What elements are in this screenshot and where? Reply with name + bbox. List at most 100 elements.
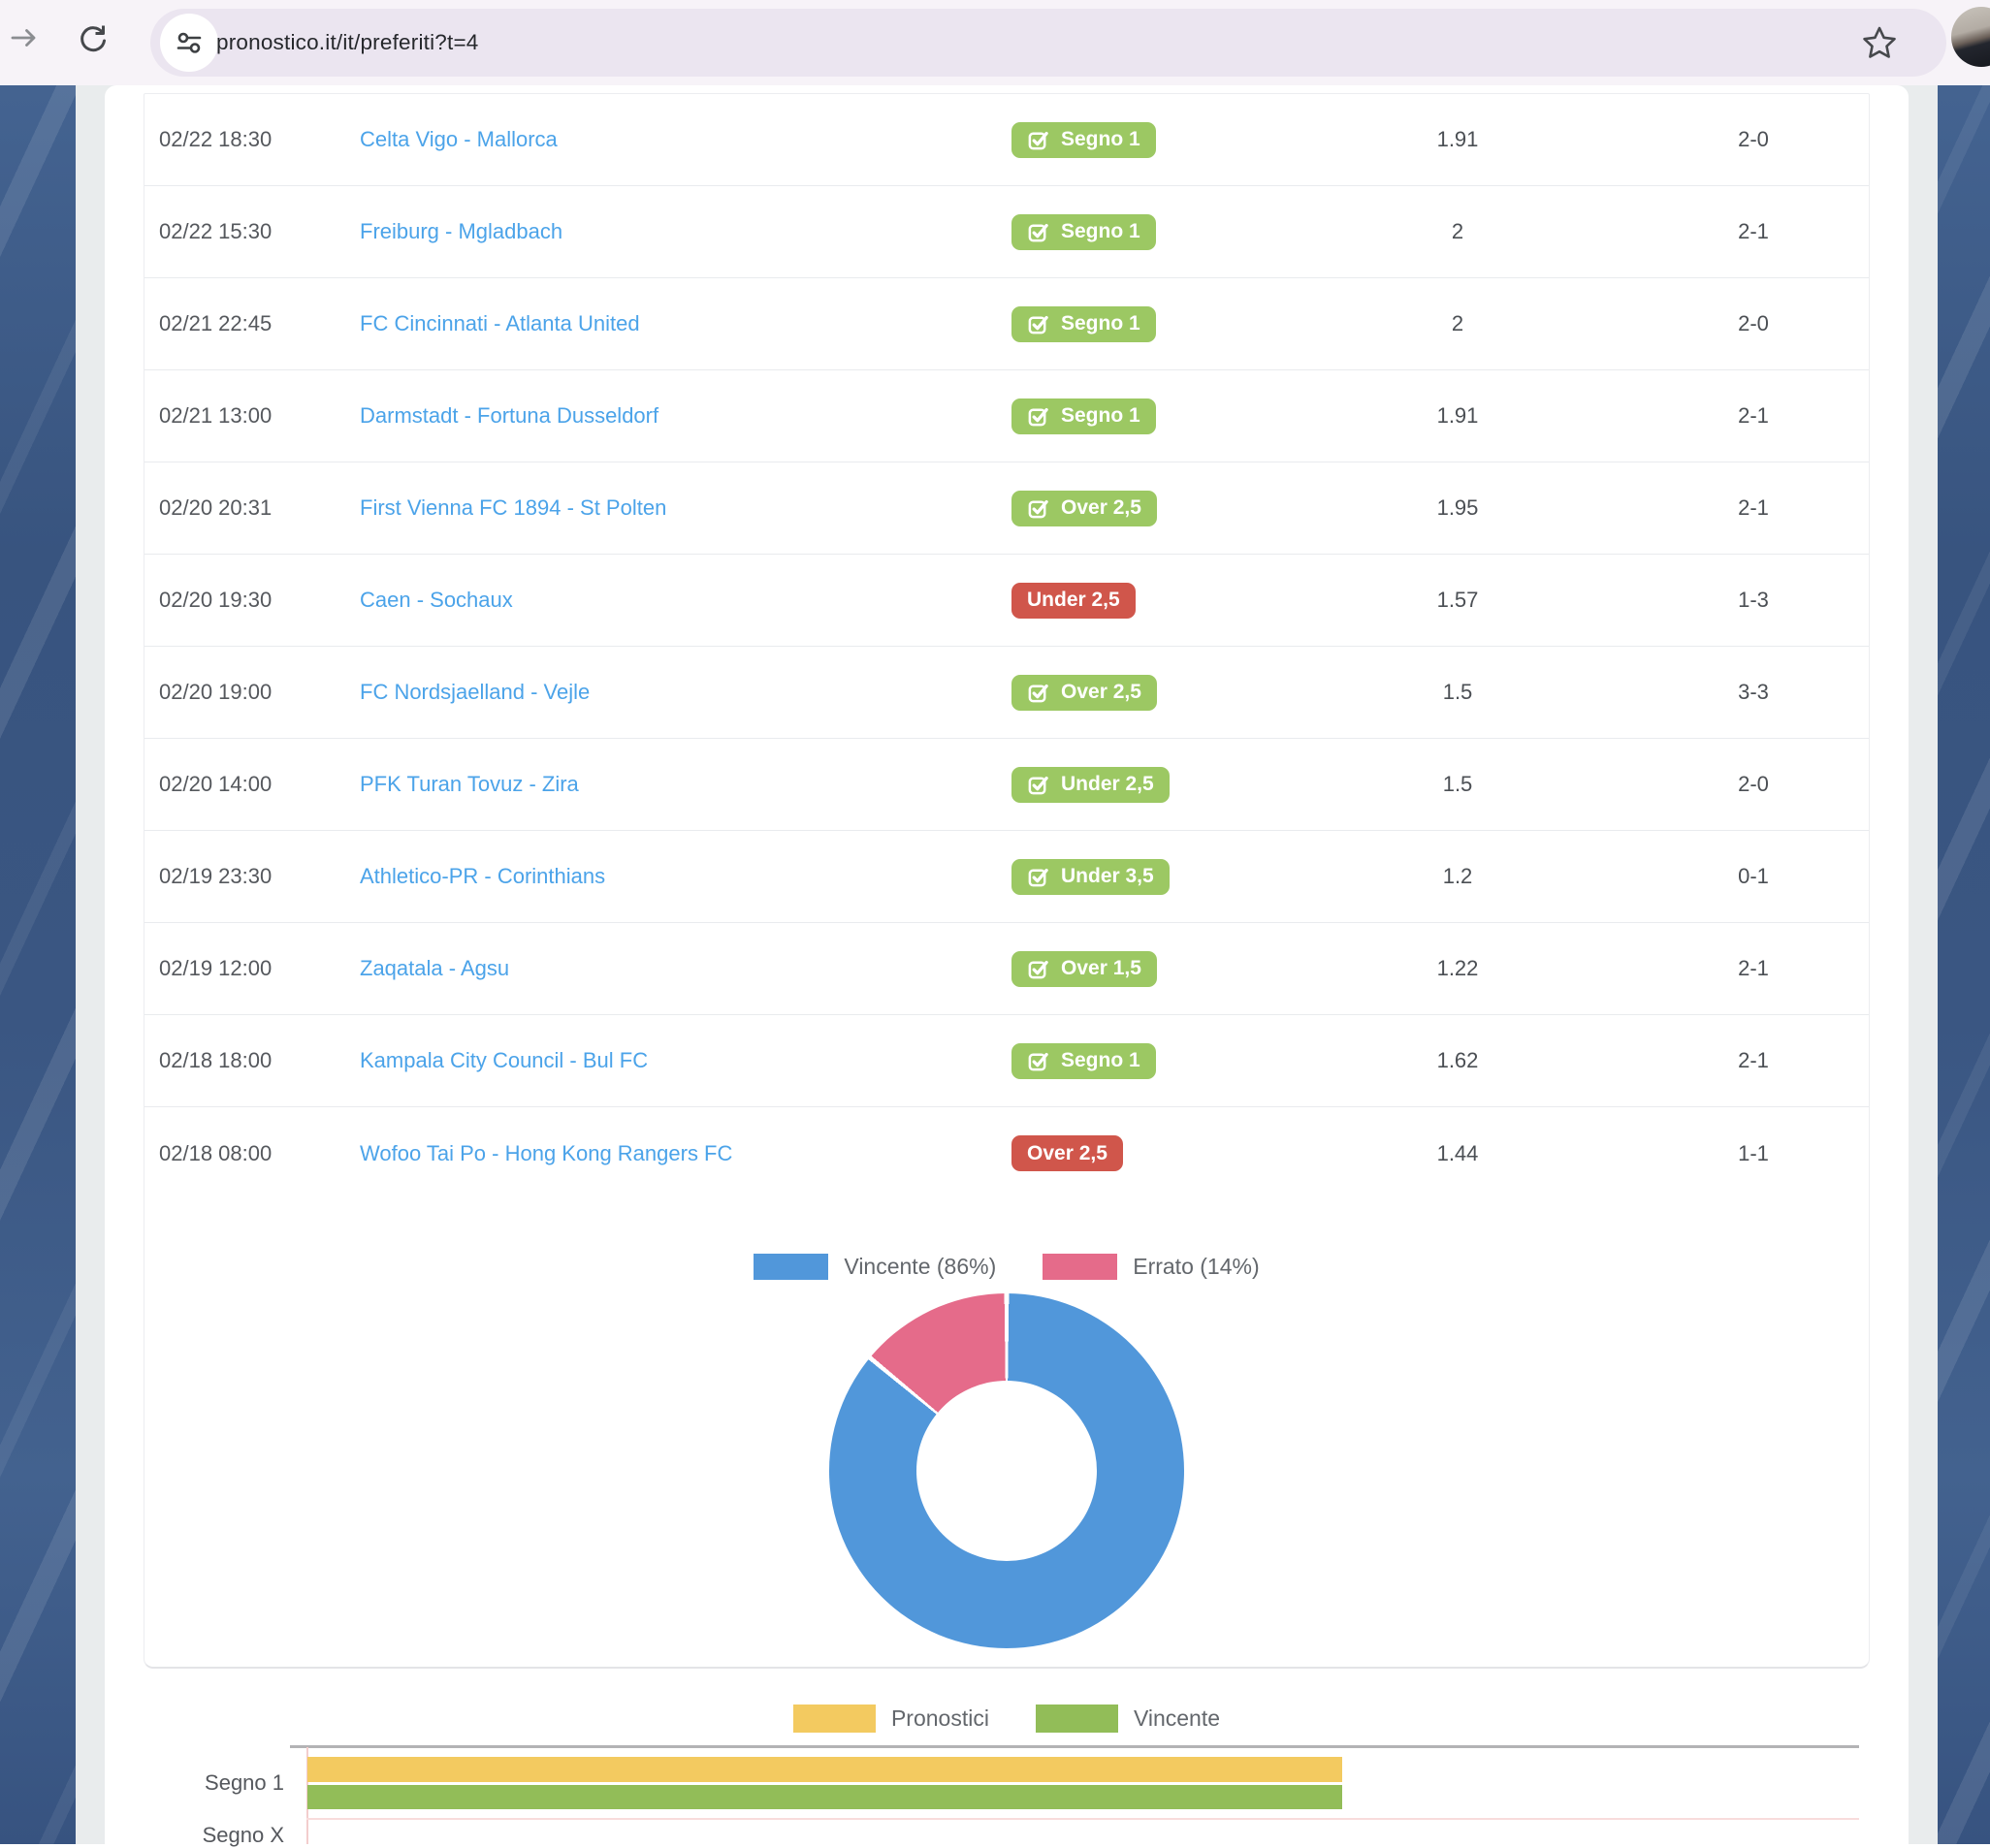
bet-label: Segno 1: [1061, 220, 1140, 243]
match-datetime: 02/21 22:45: [144, 311, 360, 336]
donut-hole: [916, 1381, 1097, 1561]
bet-label: Segno 1: [1061, 1049, 1140, 1072]
match-link[interactable]: Kampala City Council - Bul FC: [360, 1048, 648, 1072]
final-score: 1-1: [1603, 1141, 1870, 1166]
check-square-icon: [1027, 958, 1049, 980]
final-score: 2-0: [1603, 772, 1870, 797]
results-donut-chart: [829, 1293, 1184, 1648]
bet-badge-won: Under 2,5: [1011, 767, 1170, 803]
bet-label: Segno 1: [1061, 312, 1140, 335]
final-score: 2-1: [1603, 403, 1870, 429]
bet-badge-won: Over 2,5: [1011, 491, 1157, 526]
vincente-bar-segno1[interactable]: [307, 1785, 1342, 1809]
final-score: 2-1: [1603, 1048, 1870, 1073]
odds-value: 2: [1312, 219, 1603, 244]
match-link[interactable]: FC Cincinnati - Atlanta United: [360, 311, 640, 335]
match-link[interactable]: PFK Turan Tovuz - Zira: [360, 772, 579, 796]
final-score: 2-0: [1603, 311, 1870, 336]
odds-value: 1.62: [1312, 1048, 1603, 1073]
bet-label: Under 3,5: [1061, 865, 1154, 888]
final-score: 0-1: [1603, 864, 1870, 889]
bet-badge-won: Segno 1: [1011, 306, 1156, 342]
odds-value: 1.5: [1312, 680, 1603, 705]
legend-item-vincente[interactable]: Vincente (86%): [754, 1254, 996, 1280]
check-square-icon: [1027, 221, 1049, 243]
match-datetime: 02/22 15:30: [144, 219, 360, 244]
bet-label: Segno 1: [1061, 404, 1140, 428]
bet-label: Segno 1: [1061, 128, 1140, 151]
match-datetime: 02/20 14:00: [144, 772, 360, 797]
errato-legend-label: Errato (14%): [1133, 1254, 1259, 1280]
errato-swatch: [1043, 1254, 1117, 1280]
match-datetime: 02/20 19:30: [144, 588, 360, 613]
match-link[interactable]: Athletico-PR - Corinthians: [360, 864, 605, 888]
site-settings-button[interactable]: [160, 14, 218, 72]
match-datetime: 02/19 12:00: [144, 956, 360, 981]
bet-badge-won: Over 1,5: [1011, 951, 1157, 987]
bet-badge-won: Segno 1: [1011, 398, 1156, 434]
forward-arrow-icon[interactable]: [8, 21, 41, 54]
match-link[interactable]: FC Nordsjaelland - Vejle: [360, 680, 590, 704]
bet-label: Under 2,5: [1027, 589, 1120, 612]
final-score: 2-1: [1603, 495, 1870, 521]
check-square-icon: [1027, 497, 1049, 520]
legend-item-pronostici[interactable]: Pronostici: [793, 1705, 989, 1733]
url-text[interactable]: pronostico.it/it/preferiti?t=4: [216, 9, 479, 77]
bookmark-star-icon[interactable]: [1861, 24, 1898, 61]
odds-value: 1.95: [1312, 495, 1603, 521]
bar-chart-top-axis: [290, 1745, 1859, 1748]
check-square-icon: [1027, 313, 1049, 335]
check-square-icon: [1027, 1050, 1049, 1072]
browser-toolbar: pronostico.it/it/preferiti?t=4: [0, 0, 1990, 85]
match-datetime: 02/21 13:00: [144, 403, 360, 429]
match-link[interactable]: Zaqatala - Agsu: [360, 956, 509, 980]
match-link[interactable]: Darmstadt - Fortuna Dusseldorf: [360, 403, 658, 428]
legend-item-vincente-bar[interactable]: Vincente: [1036, 1705, 1220, 1733]
check-square-icon: [1027, 774, 1049, 796]
match-link[interactable]: Celta Vigo - Mallorca: [360, 127, 558, 151]
vincente-bar-legend-label: Vincente: [1134, 1705, 1220, 1732]
match-datetime: 02/18 18:00: [144, 1048, 360, 1073]
match-link[interactable]: Freiburg - Mgladbach: [360, 219, 562, 243]
check-square-icon: [1027, 866, 1049, 888]
donut-legend: Vincente (86%) Errato (14%): [144, 1254, 1869, 1280]
pronostici-bar-segno1[interactable]: [307, 1757, 1342, 1782]
final-score: 3-3: [1603, 680, 1870, 705]
bet-badge-lost: Over 2,5: [1011, 1135, 1123, 1171]
match-datetime: 02/18 08:00: [144, 1141, 360, 1166]
bet-label: Over 2,5: [1061, 681, 1141, 704]
bet-label: Over 2,5: [1027, 1142, 1107, 1165]
final-score: 2-1: [1603, 219, 1870, 244]
odds-value: 1.44: [1312, 1141, 1603, 1166]
vincente-swatch: [754, 1254, 828, 1280]
url-bar[interactable]: pronostico.it/it/preferiti?t=4: [150, 9, 1946, 77]
match-datetime: 02/22 18:30: [144, 127, 360, 152]
bet-badge-won: Segno 1: [1011, 1043, 1156, 1079]
odds-value: 1.91: [1312, 127, 1603, 152]
match-datetime: 02/19 23:30: [144, 864, 360, 889]
reload-icon[interactable]: [76, 21, 109, 54]
legend-item-errato[interactable]: Errato (14%): [1043, 1254, 1259, 1280]
profile-avatar[interactable]: [1951, 7, 1990, 67]
tune-icon: [174, 27, 205, 58]
final-score: 2-1: [1603, 956, 1870, 981]
bet-label: Over 1,5: [1061, 957, 1141, 980]
match-link[interactable]: Wofoo Tai Po - Hong Kong Rangers FC: [360, 1141, 732, 1165]
match-link[interactable]: Caen - Sochaux: [360, 588, 513, 612]
match-link[interactable]: First Vienna FC 1894 - St Polten: [360, 495, 666, 520]
bar-category-segno1: Segno 1: [144, 1770, 284, 1796]
pronostici-legend-label: Pronostici: [891, 1705, 989, 1732]
bet-label: Under 2,5: [1061, 773, 1154, 796]
bet-badge-won: Under 3,5: [1011, 859, 1170, 895]
